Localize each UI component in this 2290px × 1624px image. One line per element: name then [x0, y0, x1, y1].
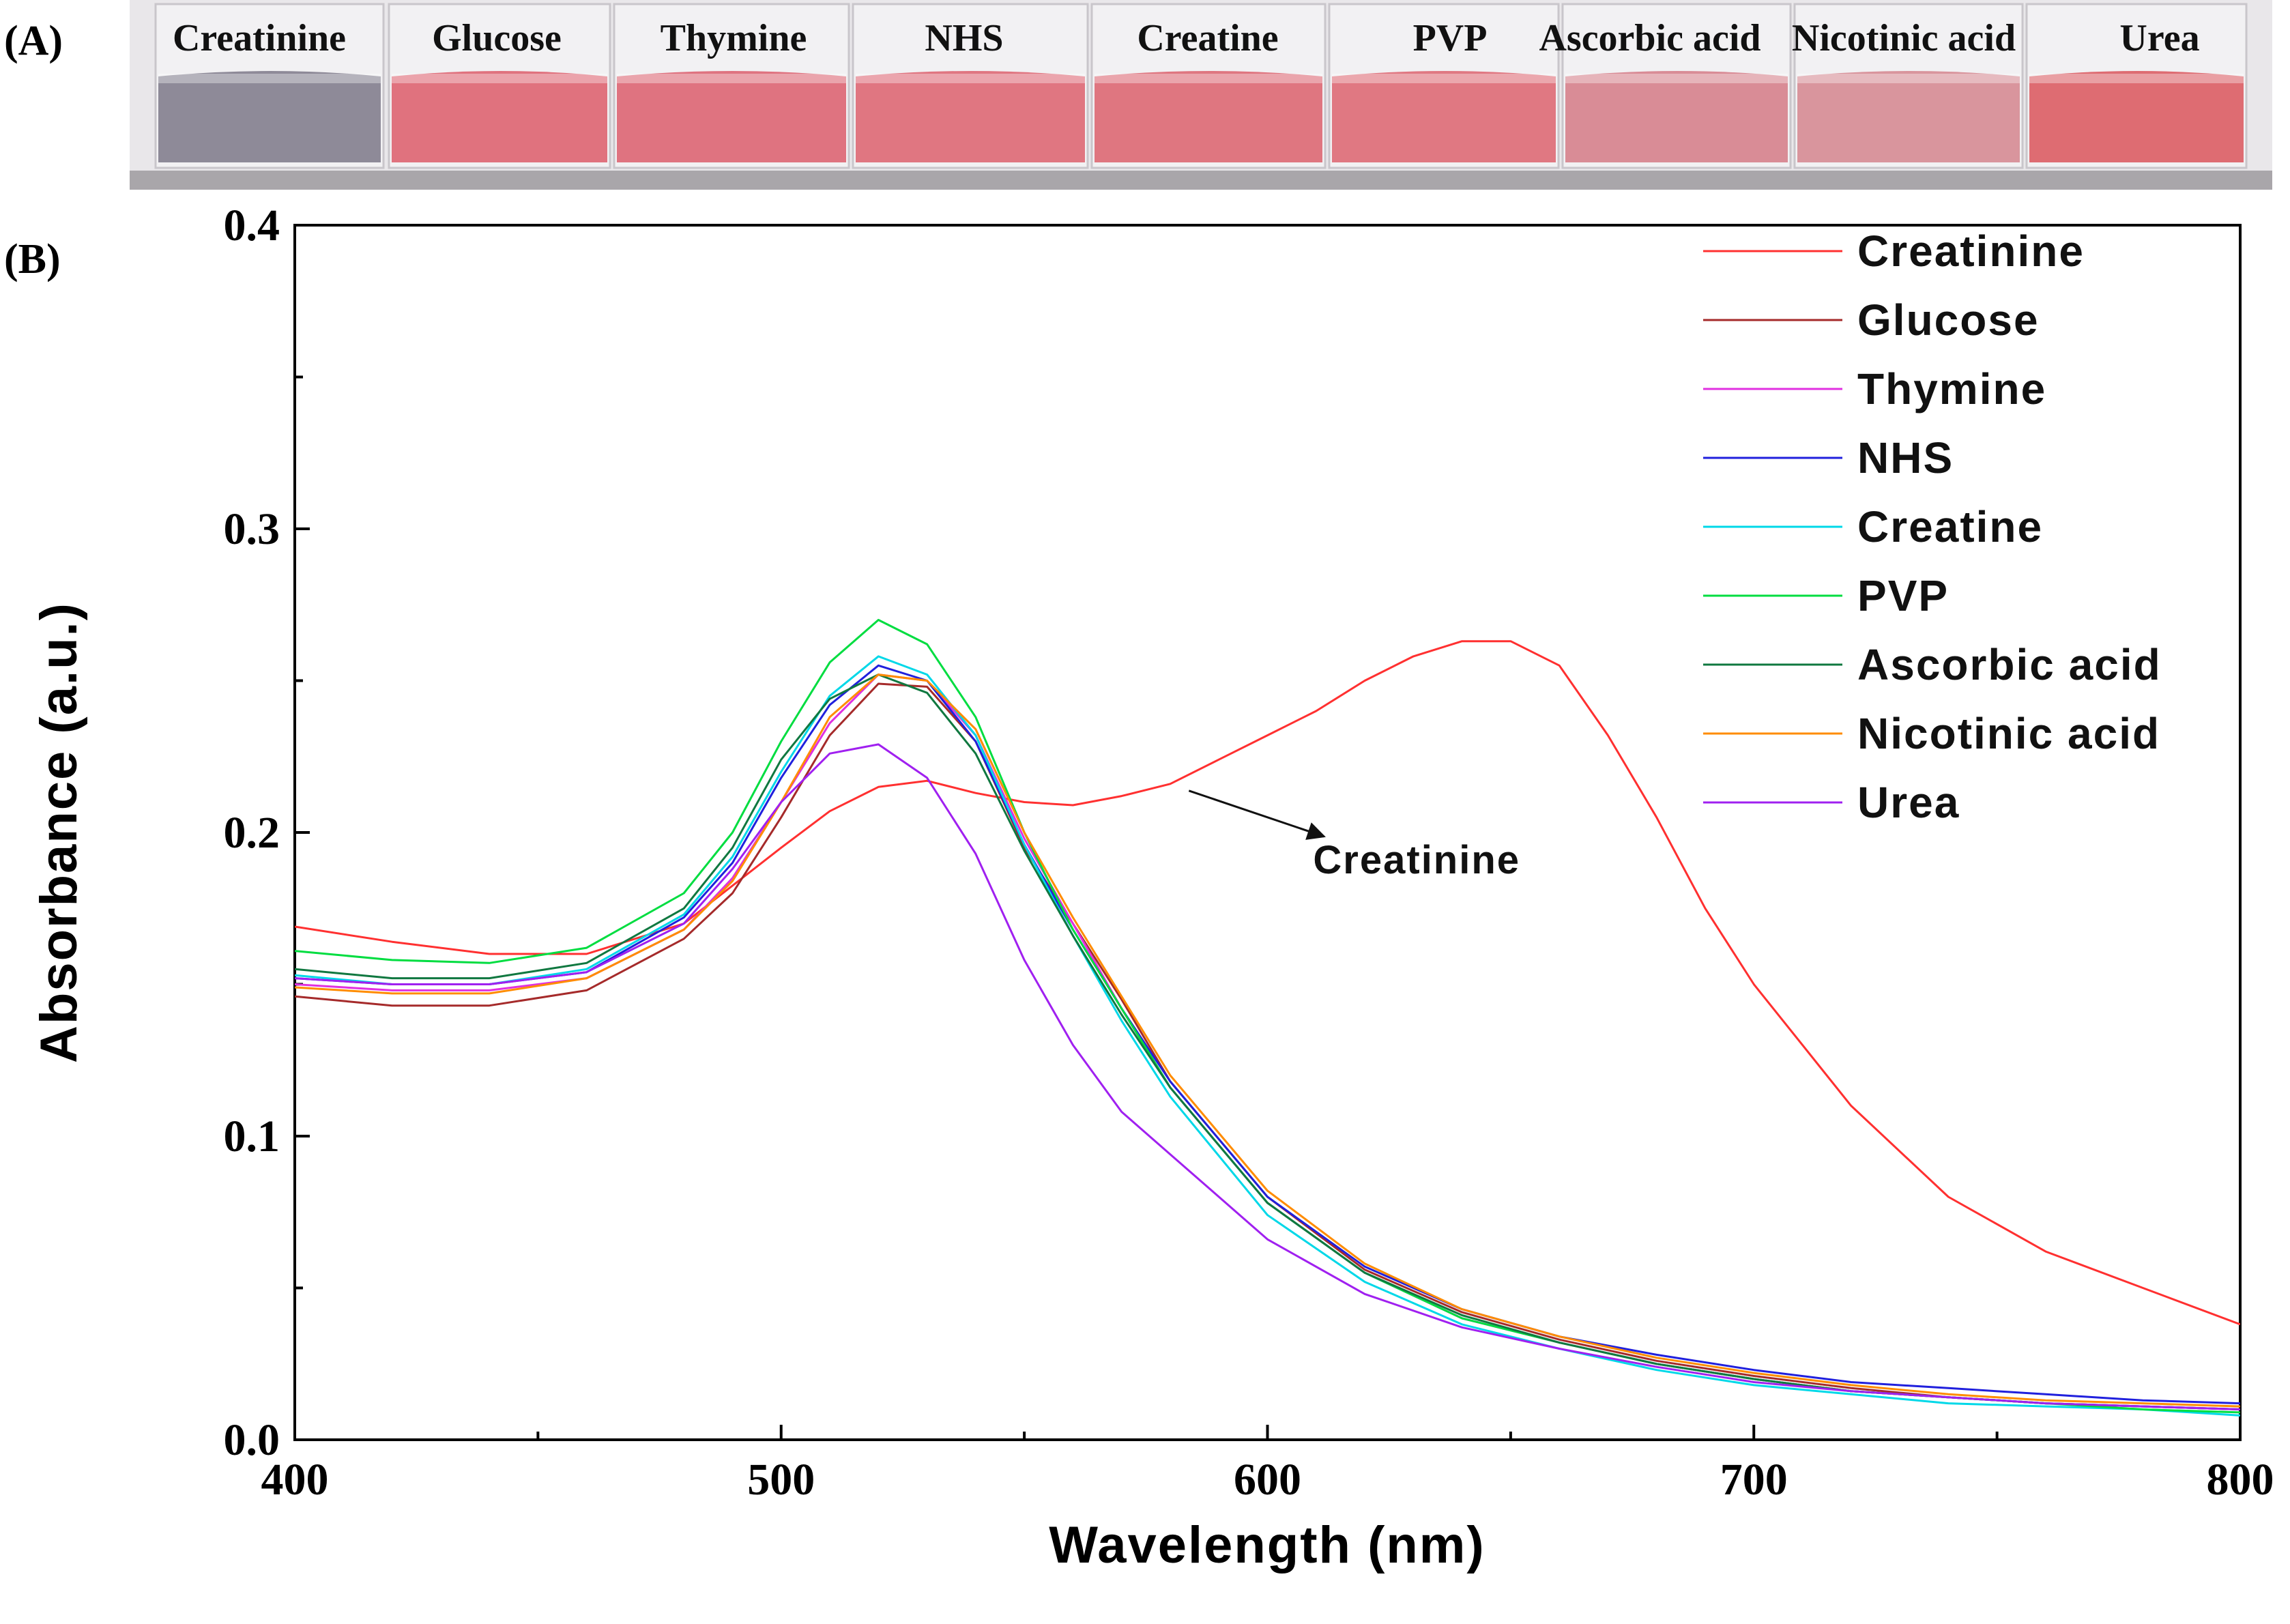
y-axis-title: Absorbance (a.u.): [30, 602, 88, 1063]
legend-label: NHS: [1857, 433, 1954, 482]
panel-b-label: (B): [4, 236, 61, 282]
legend-label: Creatine: [1857, 502, 2043, 551]
legend: Creatinine Glucose Thymine NHS Creatine PVP As…: [1703, 227, 2162, 827]
x-tick-label: 500: [747, 1455, 815, 1505]
vial-label: Nicotinic acid: [1792, 17, 2016, 59]
legend-label: Urea: [1857, 778, 1960, 827]
legend-label: PVP: [1857, 571, 1949, 620]
vial-label: PVP: [1413, 17, 1488, 59]
y-tick-label: 0.0: [224, 1415, 280, 1465]
vial-liquid: [1095, 71, 1322, 162]
vial-meniscus: [2029, 74, 2244, 83]
vial-meniscus: [617, 74, 846, 83]
y-tick-label: 0.2: [224, 808, 280, 858]
y-tick-label: 0.4: [224, 201, 280, 250]
x-tick-label: 400: [261, 1455, 329, 1505]
legend-label: Nicotinic acid: [1857, 709, 2160, 758]
vial-meniscus: [856, 74, 1085, 83]
vial-liquid: [1332, 71, 1556, 162]
creatinine-annotation: Creatinine: [1188, 789, 1520, 882]
y-tick-label: 0.3: [224, 504, 280, 554]
vial-meniscus: [1565, 74, 1788, 83]
vial-label: Creatine: [1137, 17, 1278, 59]
vial-liquid: [158, 71, 381, 162]
annotation-label: Creatinine: [1313, 838, 1520, 882]
annotation-arrow: [1188, 789, 1326, 840]
series-lines: [295, 619, 2240, 1417]
vial-liquid: [2029, 71, 2244, 162]
series-line-creatinine: [295, 640, 2240, 1326]
vial-liquid: [392, 71, 607, 162]
panel-a-label: (A): [4, 18, 63, 64]
vial-meniscus: [1332, 74, 1556, 83]
vial-liquid: [1565, 71, 1788, 162]
vial-meniscus: [158, 74, 381, 83]
absorbance-chart: 400 500 600 700 800 0.0 0.1 0.2 0.3 0.4 Creatinin…: [30, 201, 2274, 1574]
vial-liquid: [617, 71, 846, 162]
axis-ticks: 400 500 600 700 800 0.0 0.1 0.2 0.3 0.4: [224, 201, 2274, 1505]
legend-label: Thymine: [1857, 364, 2046, 414]
vial-label: NHS: [925, 17, 1003, 59]
y-tick-label: 0.1: [224, 1112, 280, 1161]
legend-label: Ascorbic acid: [1857, 640, 2162, 689]
vial-label: Creatinine: [173, 17, 346, 59]
photo-shelf: [130, 171, 2272, 190]
series-line-glucose: [295, 682, 2240, 1410]
vial-meniscus: [1095, 74, 1322, 83]
x-axis-title: Wavelength (nm): [1049, 1516, 1485, 1574]
vial-meniscus: [392, 74, 607, 83]
legend-label: Creatinine: [1857, 227, 2085, 276]
legend-label: Glucose: [1857, 295, 2040, 345]
vial-label: Glucose: [432, 17, 562, 59]
series-line-urea: [295, 743, 2240, 1410]
vial-meniscus: [1797, 74, 2020, 83]
vial-label: Urea: [2119, 17, 2199, 59]
vial-liquid: [1797, 71, 2020, 162]
x-tick-label: 700: [1720, 1455, 1788, 1505]
vial-label: Ascorbic acid: [1539, 17, 1760, 59]
series-line-nhs: [295, 664, 2240, 1405]
series-line-creatine: [295, 655, 2240, 1417]
vial-label: Thymine: [661, 17, 807, 59]
x-tick-label: 800: [2207, 1455, 2274, 1505]
vial-liquid: [856, 71, 1085, 162]
series-line-nicotinic-acid: [295, 673, 2240, 1408]
x-tick-label: 600: [1234, 1455, 1301, 1505]
vial-photo: Creatinine Glucose Thymine NHS Creatine PVP As…: [130, 0, 2272, 190]
